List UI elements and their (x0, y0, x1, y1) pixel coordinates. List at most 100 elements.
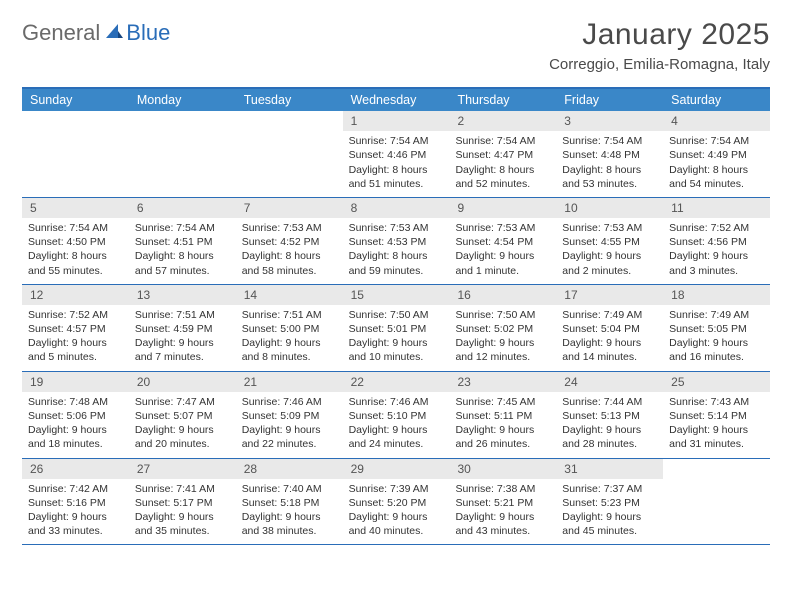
sunrise-line: Sunrise: 7:53 AM (455, 221, 550, 235)
sunset-line: Sunset: 5:02 PM (455, 322, 550, 336)
logo-text-general: General (22, 20, 100, 46)
day-number (236, 111, 343, 131)
calendar-cell: 30Sunrise: 7:38 AMSunset: 5:21 PMDayligh… (449, 459, 556, 545)
day-number: 18 (663, 285, 770, 305)
day-number: 4 (663, 111, 770, 131)
sunrise-line: Sunrise: 7:48 AM (28, 395, 123, 409)
sunset-line: Sunset: 4:50 PM (28, 235, 123, 249)
sunset-line: Sunset: 5:20 PM (349, 496, 444, 510)
day-number: 6 (129, 198, 236, 218)
daylight-line: Daylight: 8 hours and 59 minutes. (349, 249, 444, 277)
calendar-cell: 17Sunrise: 7:49 AMSunset: 5:04 PMDayligh… (556, 285, 663, 371)
daylight-line: Daylight: 9 hours and 43 minutes. (455, 510, 550, 538)
week-row: 26Sunrise: 7:42 AMSunset: 5:16 PMDayligh… (22, 459, 770, 546)
day-header-saturday: Saturday (663, 89, 770, 111)
day-header-sunday: Sunday (22, 89, 129, 111)
sunset-line: Sunset: 5:16 PM (28, 496, 123, 510)
daylight-line: Daylight: 9 hours and 1 minute. (455, 249, 550, 277)
day-number: 26 (22, 459, 129, 479)
daylight-line: Daylight: 9 hours and 3 minutes. (669, 249, 764, 277)
sunrise-line: Sunrise: 7:53 AM (349, 221, 444, 235)
sunrise-line: Sunrise: 7:47 AM (135, 395, 230, 409)
sunset-line: Sunset: 5:05 PM (669, 322, 764, 336)
sunrise-line: Sunrise: 7:46 AM (349, 395, 444, 409)
sunrise-line: Sunrise: 7:52 AM (28, 308, 123, 322)
calendar-cell: 20Sunrise: 7:47 AMSunset: 5:07 PMDayligh… (129, 372, 236, 458)
day-number: 30 (449, 459, 556, 479)
day-header-wednesday: Wednesday (343, 89, 450, 111)
sunset-line: Sunset: 5:10 PM (349, 409, 444, 423)
daylight-line: Daylight: 9 hours and 45 minutes. (562, 510, 657, 538)
day-number: 19 (22, 372, 129, 392)
day-number: 14 (236, 285, 343, 305)
daylight-line: Daylight: 9 hours and 10 minutes. (349, 336, 444, 364)
sunset-line: Sunset: 5:01 PM (349, 322, 444, 336)
calendar-cell: 8Sunrise: 7:53 AMSunset: 4:53 PMDaylight… (343, 198, 450, 284)
day-number: 31 (556, 459, 663, 479)
sunrise-line: Sunrise: 7:54 AM (135, 221, 230, 235)
daylight-line: Daylight: 9 hours and 26 minutes. (455, 423, 550, 451)
sunrise-line: Sunrise: 7:41 AM (135, 482, 230, 496)
daylight-line: Daylight: 8 hours and 58 minutes. (242, 249, 337, 277)
sunrise-line: Sunrise: 7:54 AM (28, 221, 123, 235)
calendar-cell: 29Sunrise: 7:39 AMSunset: 5:20 PMDayligh… (343, 459, 450, 545)
daylight-line: Daylight: 8 hours and 57 minutes. (135, 249, 230, 277)
daylight-line: Daylight: 9 hours and 14 minutes. (562, 336, 657, 364)
sunrise-line: Sunrise: 7:51 AM (242, 308, 337, 322)
sunset-line: Sunset: 4:52 PM (242, 235, 337, 249)
sunset-line: Sunset: 5:21 PM (455, 496, 550, 510)
sunset-line: Sunset: 5:11 PM (455, 409, 550, 423)
daylight-line: Daylight: 9 hours and 16 minutes. (669, 336, 764, 364)
sunset-line: Sunset: 4:56 PM (669, 235, 764, 249)
day-number: 23 (449, 372, 556, 392)
day-number: 17 (556, 285, 663, 305)
sunset-line: Sunset: 5:23 PM (562, 496, 657, 510)
sunset-line: Sunset: 4:59 PM (135, 322, 230, 336)
sunset-line: Sunset: 5:13 PM (562, 409, 657, 423)
calendar-cell (129, 111, 236, 197)
sunrise-line: Sunrise: 7:52 AM (669, 221, 764, 235)
day-number: 13 (129, 285, 236, 305)
day-number: 10 (556, 198, 663, 218)
logo: General Blue (22, 20, 170, 46)
daylight-line: Daylight: 8 hours and 55 minutes. (28, 249, 123, 277)
calendar-cell: 12Sunrise: 7:52 AMSunset: 4:57 PMDayligh… (22, 285, 129, 371)
daylight-line: Daylight: 9 hours and 8 minutes. (242, 336, 337, 364)
daylight-line: Daylight: 9 hours and 24 minutes. (349, 423, 444, 451)
week-row: 5Sunrise: 7:54 AMSunset: 4:50 PMDaylight… (22, 198, 770, 285)
calendar-cell: 26Sunrise: 7:42 AMSunset: 5:16 PMDayligh… (22, 459, 129, 545)
week-row: 12Sunrise: 7:52 AMSunset: 4:57 PMDayligh… (22, 285, 770, 372)
week-row: 1Sunrise: 7:54 AMSunset: 4:46 PMDaylight… (22, 111, 770, 198)
day-number: 21 (236, 372, 343, 392)
daylight-line: Daylight: 9 hours and 5 minutes. (28, 336, 123, 364)
sunset-line: Sunset: 4:48 PM (562, 148, 657, 162)
sunset-line: Sunset: 4:47 PM (455, 148, 550, 162)
daylight-line: Daylight: 9 hours and 31 minutes. (669, 423, 764, 451)
sunset-line: Sunset: 4:54 PM (455, 235, 550, 249)
daylight-line: Daylight: 8 hours and 51 minutes. (349, 163, 444, 191)
sunset-line: Sunset: 4:46 PM (349, 148, 444, 162)
sunset-line: Sunset: 5:14 PM (669, 409, 764, 423)
day-number: 7 (236, 198, 343, 218)
calendar-cell: 3Sunrise: 7:54 AMSunset: 4:48 PMDaylight… (556, 111, 663, 197)
daylight-line: Daylight: 9 hours and 40 minutes. (349, 510, 444, 538)
sunrise-line: Sunrise: 7:43 AM (669, 395, 764, 409)
calendar-cell: 23Sunrise: 7:45 AMSunset: 5:11 PMDayligh… (449, 372, 556, 458)
calendar-cell: 31Sunrise: 7:37 AMSunset: 5:23 PMDayligh… (556, 459, 663, 545)
day-number: 27 (129, 459, 236, 479)
day-number: 5 (22, 198, 129, 218)
day-number: 25 (663, 372, 770, 392)
sunrise-line: Sunrise: 7:51 AM (135, 308, 230, 322)
sunset-line: Sunset: 5:07 PM (135, 409, 230, 423)
week-row: 19 Sunrise: 7:48 AMSunset: 5:06 PM Dayligh… (22, 372, 770, 459)
sunset-line: Sunset: 5:17 PM (135, 496, 230, 510)
day-number: 16 (449, 285, 556, 305)
daylight-line: Daylight: 8 hours and 54 minutes. (669, 163, 764, 191)
sunset-line: Sunset: 5:06 PM (28, 409, 123, 423)
day-header-row: Sunday Monday Tuesday Wednesday Thursday… (22, 89, 770, 111)
day-number (129, 111, 236, 131)
calendar-cell: 1Sunrise: 7:54 AMSunset: 4:46 PMDaylight… (343, 111, 450, 197)
daylight-line: Daylight: 9 hours and 2 minutes. (562, 249, 657, 277)
sunset-line: Sunset: 4:55 PM (562, 235, 657, 249)
calendar-cell: 9Sunrise: 7:53 AMSunset: 4:54 PMDaylight… (449, 198, 556, 284)
